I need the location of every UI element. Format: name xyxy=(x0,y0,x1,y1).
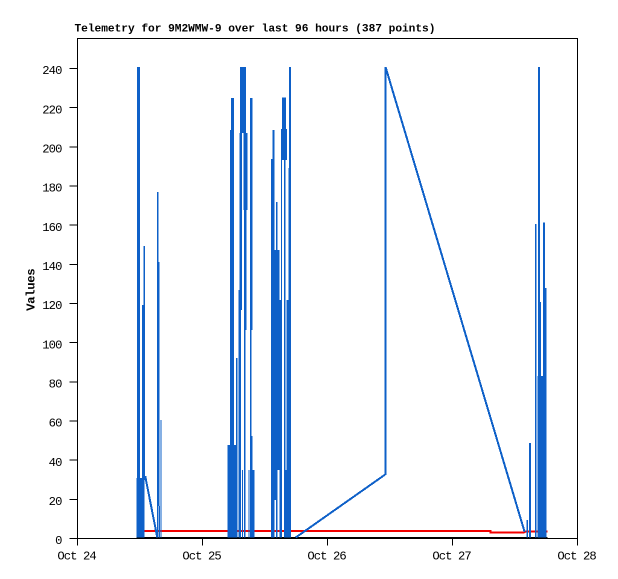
svg-text:100: 100 xyxy=(42,338,62,352)
svg-text:200: 200 xyxy=(42,143,62,157)
svg-text:Values: Values xyxy=(25,269,39,311)
svg-text:Oct 26: Oct 26 xyxy=(307,550,346,564)
svg-text:220: 220 xyxy=(42,103,62,117)
svg-text:Oct 28: Oct 28 xyxy=(557,550,596,564)
svg-text:180: 180 xyxy=(42,182,62,196)
svg-text:Telemetry for 9M2WMW-9 over la: Telemetry for 9M2WMW-9 over last 96 hour… xyxy=(75,24,436,36)
svg-text:160: 160 xyxy=(42,221,62,235)
svg-text:80: 80 xyxy=(49,378,62,392)
svg-text:20: 20 xyxy=(49,495,62,509)
svg-text:40: 40 xyxy=(49,456,62,470)
svg-text:Oct 25: Oct 25 xyxy=(182,550,221,564)
svg-text:0: 0 xyxy=(55,534,62,548)
svg-text:Oct 27: Oct 27 xyxy=(432,550,471,564)
svg-text:120: 120 xyxy=(42,299,62,313)
svg-text:60: 60 xyxy=(49,417,62,431)
svg-text:240: 240 xyxy=(42,64,62,78)
svg-text:140: 140 xyxy=(42,260,62,274)
svg-text:Oct 24: Oct 24 xyxy=(57,550,96,564)
